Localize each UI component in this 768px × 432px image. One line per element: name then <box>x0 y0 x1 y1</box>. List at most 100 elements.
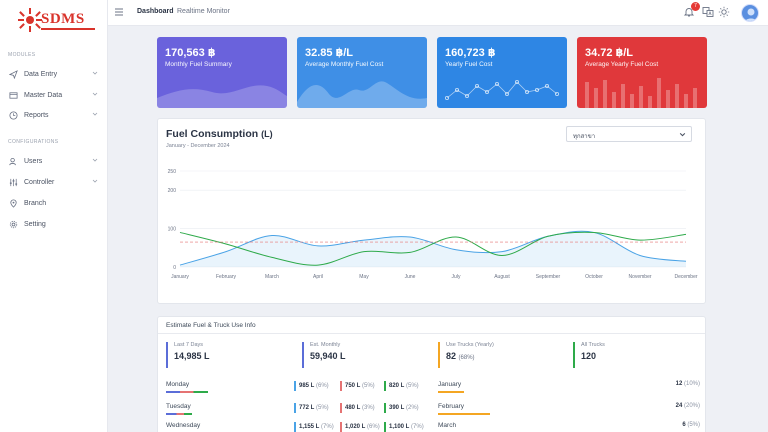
menu-icon[interactable] <box>114 7 124 17</box>
card-label: Average Yearly Fuel Cost <box>585 61 659 68</box>
sidebar-item-label: Branch <box>24 199 47 207</box>
sidebar-item-label: Controller <box>24 178 55 186</box>
card-bar-graphic <box>585 78 697 108</box>
card-yearly-fuel-cost[interactable]: 160,723 ฿ Yearly Fuel Cost <box>437 37 567 108</box>
day-value-3: 1,100 L (7%) <box>384 422 424 432</box>
x-tick-label: May <box>359 274 369 280</box>
card-value: 170,563 ฿ <box>165 47 216 59</box>
kpi-value: 82 (68%) <box>446 351 475 361</box>
month-row-january: January 12 (10%) <box>438 381 700 395</box>
x-tick-label: October <box>585 274 603 280</box>
pin-icon <box>8 198 18 208</box>
logo[interactable]: SDMS <box>18 6 98 36</box>
estimate-info-panel: Estimate Fuel & Truck Use Info Last 7 Da… <box>157 316 706 432</box>
month-name: March <box>438 422 457 429</box>
card-average-yearly-fuel-cost[interactable]: 34.72 ฿/L Average Yearly Fuel Cost <box>577 37 707 108</box>
day-value-2: 750 L (5%) <box>340 381 375 391</box>
chart-title-main: Fuel Consumption <box>166 128 259 140</box>
day-value-1: 1,155 L (7%) <box>294 422 334 432</box>
chevron-down-icon <box>92 158 98 162</box>
sidebar-item-label: Setting <box>24 220 46 228</box>
card-monthly-fuel-summary[interactable]: 170,563 ฿ Monthly Fuel Summary <box>157 37 287 108</box>
kpi-percent: (68%) <box>458 355 475 361</box>
card-value: 34.72 ฿/L <box>585 47 634 59</box>
sliders-icon <box>8 177 18 187</box>
chart-title: Fuel Consumption (L) <box>166 128 273 140</box>
day-value-1: 772 L (5%) <box>294 403 329 413</box>
card-value: 32.85 ฿/L <box>305 47 354 59</box>
kpi-value: 14,985 L <box>174 351 210 361</box>
avatar[interactable] <box>741 4 759 22</box>
day-value-3: 820 L (5%) <box>384 381 419 391</box>
card-line-graphic <box>444 79 560 100</box>
gear-icon <box>8 219 18 229</box>
section-label-configurations: CONFIGURATIONS <box>8 139 59 145</box>
card-value: 160,723 ฿ <box>445 47 496 59</box>
day-value-3: 390 L (2%) <box>384 403 419 413</box>
kpi-label: Est. Monthly <box>310 342 341 348</box>
month-bar <box>438 391 464 393</box>
sidebar-item-users[interactable]: Users <box>8 154 100 168</box>
breadcrumb-realtime-monitor[interactable]: Realtime Monitor <box>177 8 230 15</box>
fuel-consumption-panel: Fuel Consumption (L) January - December … <box>157 118 706 304</box>
sidebar-item-label: Reports <box>24 111 49 119</box>
day-underline <box>166 391 208 393</box>
card-average-monthly-fuel-cost[interactable]: 32.85 ฿/L Average Monthly Fuel Cost <box>297 37 427 108</box>
users-icon <box>8 156 18 166</box>
x-tick-label: August <box>494 274 510 280</box>
info-panel-title: Estimate Fuel & Truck Use Info <box>166 322 256 329</box>
chart-title-unit: (L) <box>261 129 273 139</box>
kpi-label: Use Trucks (Yearly) <box>446 342 494 348</box>
sun-icon[interactable] <box>718 6 730 18</box>
branch-select[interactable]: ทุกสาขา <box>566 126 692 142</box>
month-value: 24 (20%) <box>675 403 700 409</box>
kpi-use-trucks-yearly: Use Trucks (Yearly) 82 (68%) <box>438 342 494 368</box>
day-row-tuesday: Tuesday 772 L (5%) 480 L (3%) 390 L (2%) <box>166 403 428 417</box>
series-line-1 <box>179 230 687 266</box>
card-label: Monthly Fuel Summary <box>165 61 232 68</box>
chevron-down-icon <box>92 92 98 96</box>
sidebar-item-label: Users <box>24 157 43 165</box>
clock-icon <box>8 110 18 120</box>
sidebar-item-master-data[interactable]: Master Data <box>8 88 100 102</box>
fuel-consumption-chart: 0 100 200 250 January February March April May Ju… <box>168 169 698 280</box>
card-label: Yearly Fuel Cost <box>445 61 493 68</box>
card-label: Average Monthly Fuel Cost <box>305 61 384 68</box>
month-value: 12 (10%) <box>675 381 700 387</box>
section-label-modules: MODULES <box>8 52 36 58</box>
month-bar <box>438 413 490 415</box>
y-tick-label: 250 <box>168 169 177 175</box>
topbar: Dashboard Realtime Monitor 7 <box>108 0 768 26</box>
sidebar-item-branch[interactable]: Branch <box>8 196 100 210</box>
sidebar-item-setting[interactable]: Setting <box>8 217 100 231</box>
sidebar-item-reports[interactable]: Reports <box>8 108 100 122</box>
series-line-2 <box>179 231 687 266</box>
x-tick-label: January <box>171 274 189 280</box>
month-name: February <box>438 403 465 410</box>
month-row-february: February 24 (20%) <box>438 403 700 417</box>
month-value: 6 (5%) <box>682 422 700 428</box>
y-tick-label: 100 <box>168 227 177 233</box>
card-wave-graphic <box>157 85 287 108</box>
x-tick-label: June <box>405 274 416 280</box>
kpi-all-trucks: All Trucks 120 <box>573 342 605 368</box>
sidebar-item-data-entry[interactable]: Data Entry <box>8 67 100 81</box>
day-name: Monday <box>166 381 190 388</box>
kpi-last-7-days: Last 7 Days 14,985 L <box>166 342 210 368</box>
breadcrumb-dashboard[interactable]: Dashboard <box>137 8 174 15</box>
x-tick-label: April <box>313 274 323 280</box>
x-tick-label: September <box>536 274 561 280</box>
day-value-1: 985 L (6%) <box>294 381 329 391</box>
day-row-wednesday: Wednesday 1,155 L (7%) 1,020 L (6%) 1,10… <box>166 422 428 432</box>
logo-text: SDMS <box>41 11 85 27</box>
translate-icon[interactable] <box>702 6 714 18</box>
sidebar: SDMS MODULES Data Entry Master Data Repo… <box>0 0 108 432</box>
sidebar-item-controller[interactable]: Controller <box>8 175 100 189</box>
chevron-down-icon <box>92 179 98 183</box>
chevron-down-icon <box>92 112 98 116</box>
day-value-2: 1,020 L (6%) <box>340 422 380 432</box>
series-area <box>180 231 686 267</box>
sidebar-item-label: Data Entry <box>24 70 58 78</box>
month-row-march: March 6 (5%) <box>438 422 700 432</box>
bell-icon[interactable] <box>683 6 695 18</box>
